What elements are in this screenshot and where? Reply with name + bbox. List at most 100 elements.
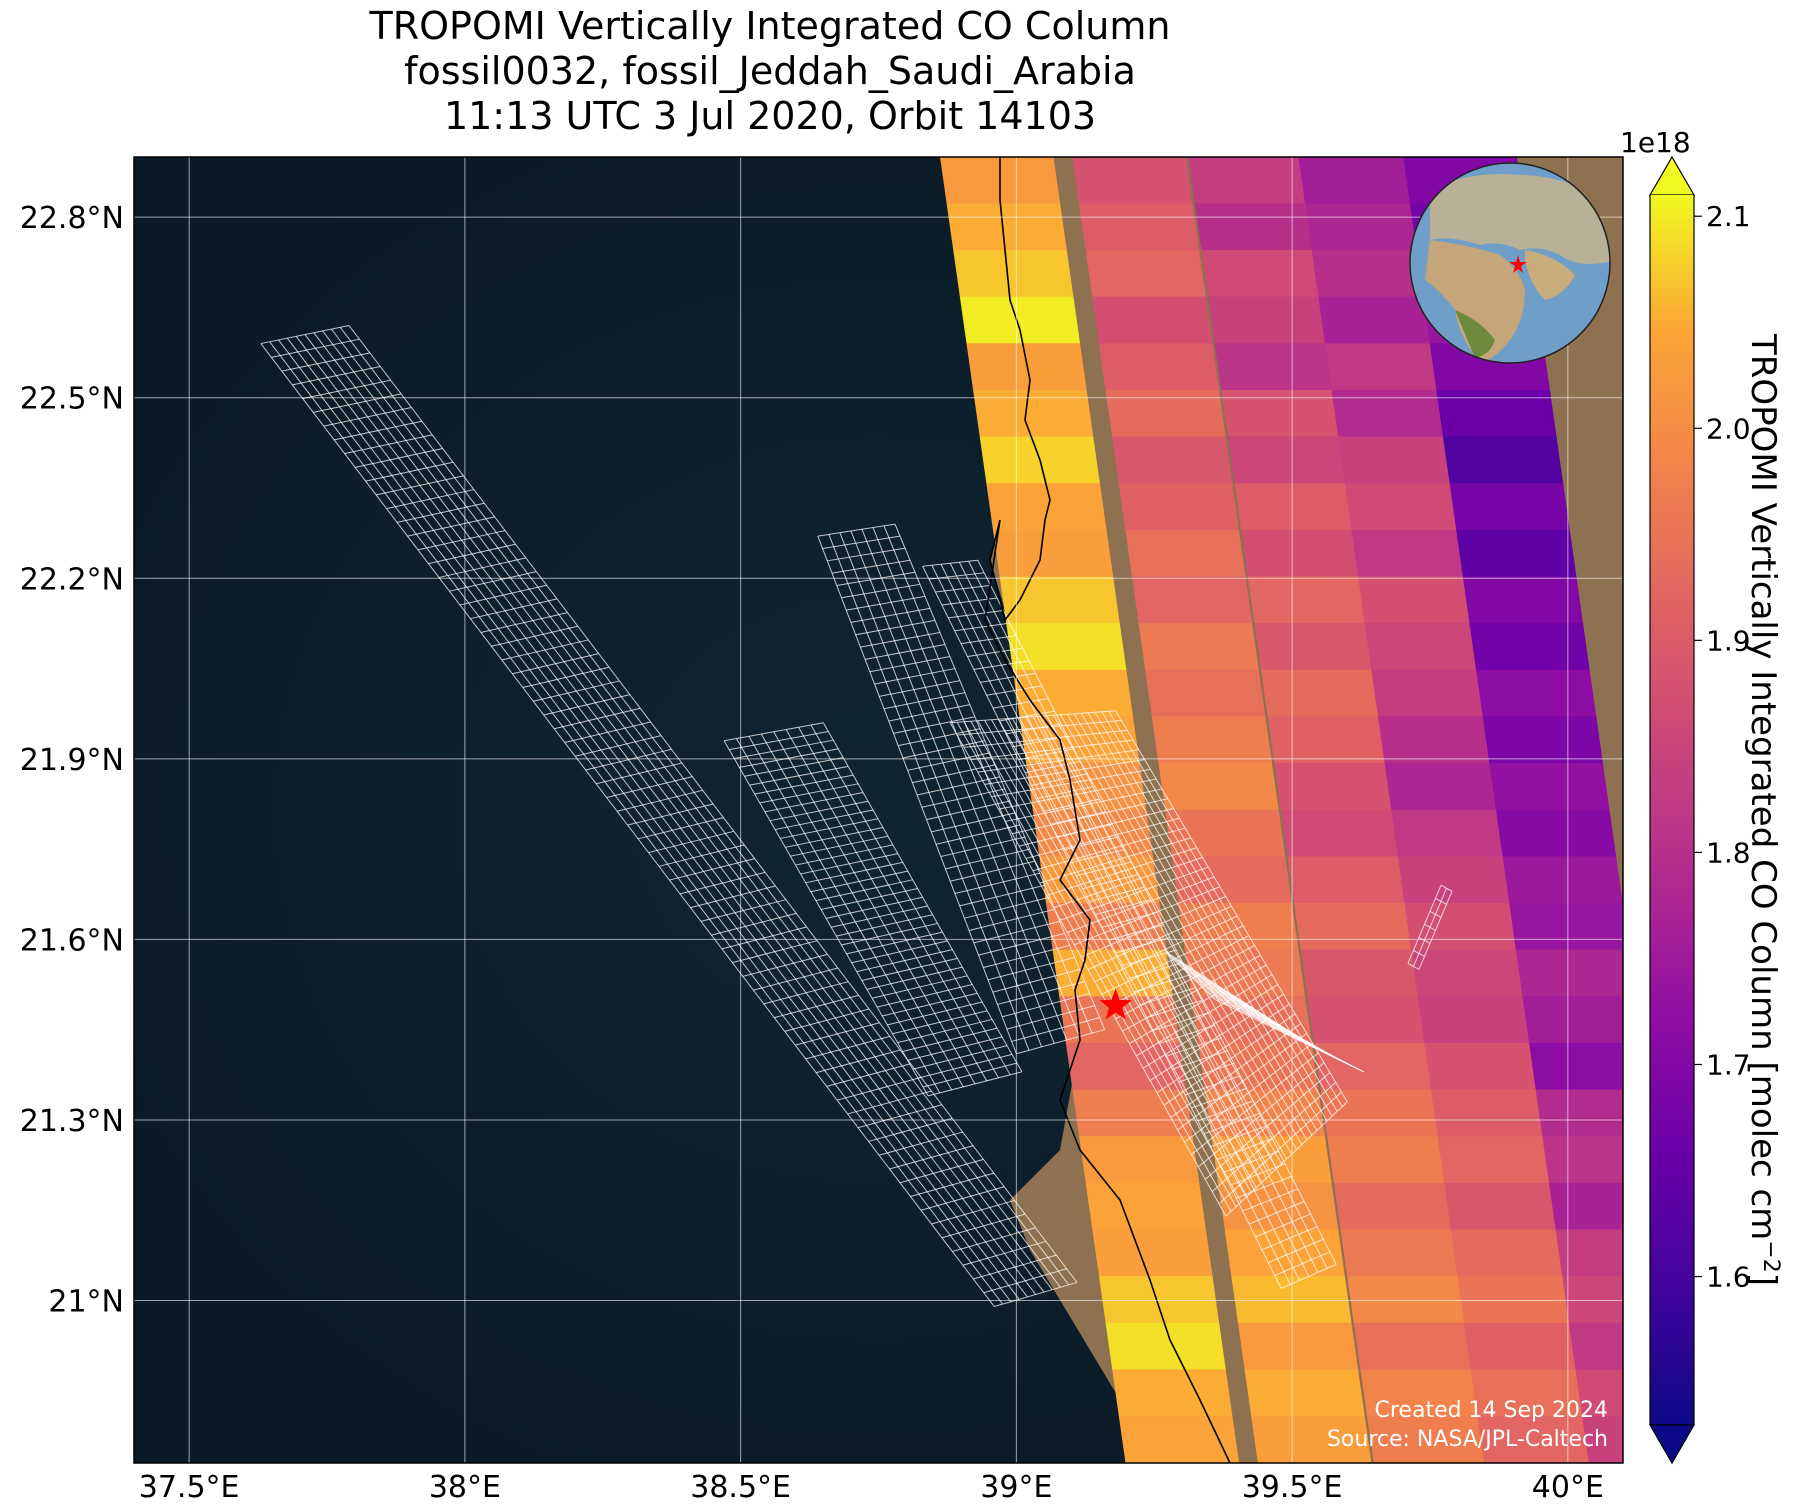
swath-pixel (999, 576, 1120, 624)
swath-pixel (1194, 203, 1316, 251)
title-line-1: TROPOMI Vertically Integrated CO Column (369, 4, 1171, 48)
title-line-2: fossil0032, fossil_Jeddah_Saudi_Arabia (404, 49, 1136, 93)
swath-pixel (1085, 1182, 1206, 1231)
swath-pixel (1449, 483, 1570, 531)
swath-pixel (1522, 996, 1623, 1044)
swath-pixel (1307, 996, 1428, 1044)
swath-pixel (1437, 1136, 1558, 1184)
swath-pixel (986, 483, 1107, 531)
swath-pixel (1208, 296, 1329, 344)
swath-pixel (1457, 1276, 1578, 1324)
footprint-grid-3 (817, 523, 1106, 1055)
colorbar-tick-label: 1.7 (1706, 1048, 1751, 1081)
swath-pixel (1171, 856, 1292, 904)
swath-pixel (1568, 1322, 1623, 1370)
lat-tick-label: 21.9°N (20, 743, 124, 778)
colorbar-tick-label: 1.9 (1706, 624, 1751, 657)
swath-pixel (1424, 1042, 1545, 1091)
swath-pixel (1298, 157, 1419, 204)
footprint-grid-5 (949, 710, 1348, 1217)
swath-pixel (1417, 996, 1538, 1044)
swath-pixel (1340, 1229, 1461, 1277)
swath-pixel (1012, 669, 1134, 717)
swath-pixel (973, 389, 1094, 438)
lat-tick-label: 22.5°N (20, 382, 124, 417)
swath-pixel (1131, 576, 1253, 624)
swath-pixel (1254, 623, 1375, 671)
swath-pixel (1227, 436, 1349, 484)
swath-pixel (1085, 250, 1206, 298)
swath-pixel (1214, 343, 1335, 391)
map-frame (133, 156, 1624, 1464)
swath-pixel (1006, 623, 1127, 671)
lon-tick-label: 39.5°E (1242, 1470, 1343, 1505)
swath-pixel (1562, 1276, 1623, 1324)
swath-pixel (1098, 343, 1220, 391)
swath-pixel (1476, 669, 1597, 717)
lat-tick-label: 21.6°N (20, 923, 124, 958)
swath-pixel (1450, 1229, 1572, 1277)
swath-pixel (1391, 809, 1512, 857)
inset-globe (1409, 162, 1611, 364)
swath-pixel (1294, 903, 1415, 951)
lon-tick-label: 38°E (429, 1470, 501, 1505)
swath-pixel (1502, 856, 1623, 904)
swath-pixel (1078, 203, 1200, 251)
swath-pixel (1125, 529, 1246, 578)
swath-pixel (1105, 389, 1226, 438)
swath-pixel (1367, 1416, 1488, 1463)
colorbar-tick-label: 2.0 (1706, 412, 1751, 445)
footprint-grid-6 (1164, 951, 1365, 1073)
swath-pixel (1092, 296, 1213, 344)
swath-pixel (1241, 529, 1362, 578)
swath-pixel (1515, 949, 1623, 997)
swath-pixel (1098, 1276, 1220, 1324)
swath-pixel (1371, 669, 1492, 717)
swath-pixel (1489, 763, 1610, 811)
swath-pixel (1351, 529, 1472, 578)
lon-tick-label: 37.5°E (139, 1470, 240, 1505)
swath-pixel (1072, 157, 1193, 204)
lon-tick-label: 38.5°E (690, 1470, 791, 1505)
swath-pixel (1436, 389, 1557, 438)
swath-pixel (1267, 716, 1388, 764)
swath-pixel (1333, 1182, 1455, 1231)
target-site-layer (1099, 988, 1132, 1020)
swath-pixel (1444, 1182, 1565, 1231)
swath-pixel (1464, 1322, 1585, 1370)
swath-pixel (1247, 576, 1369, 624)
title-line-3: 11:13 UTC 3 Jul 2020, Orbit 14103 (443, 94, 1097, 138)
swath-pixel (1118, 483, 1239, 531)
swath-pixel (1300, 949, 1422, 997)
sounding-footprint-grids (260, 325, 1453, 1308)
swath-pixel (1338, 436, 1459, 484)
swath-pixel (959, 296, 1081, 344)
swath-pixel (1353, 1322, 1475, 1370)
target-site-star (1099, 988, 1132, 1020)
swath-pixel (1145, 669, 1266, 717)
colorbar: 1.6 1.7 1.8 1.9 2.0 2.1 1e18 TROPOMI Vertical… (1620, 126, 1783, 1465)
swath-pixel (1469, 623, 1590, 671)
swath-pixel (1234, 483, 1355, 531)
swath-pixel (1105, 1322, 1226, 1370)
swath-pixel (992, 529, 1114, 578)
footprint-grid-2 (723, 722, 1023, 1097)
swath-pixel (1404, 903, 1525, 951)
swath-pixel (1347, 1276, 1468, 1324)
swath-pixel (1065, 1042, 1187, 1091)
map-panel: Created 14 Sep 2024 Source: NASA/JPL-Cal… (133, 156, 1624, 1464)
lat-tick-label: 21°N (48, 1285, 124, 1320)
lon-tick-labels: 37.5°E 38°E 38.5°E 39°E 39.5°E 40°E (139, 1470, 1604, 1505)
swath-pixel (1314, 1042, 1435, 1091)
swath-pixel (1358, 576, 1479, 624)
footprint-grid-7 (1407, 884, 1453, 970)
swath-pixel (1555, 1229, 1623, 1277)
swath-pixel (1151, 716, 1273, 764)
swath-pixel (1529, 1042, 1623, 1091)
lat-tick-labels: 22.8°N 22.5°N 22.2°N 21.9°N 21.6°N 21.3°… (20, 201, 124, 1319)
swath-pixel (1158, 763, 1279, 811)
lat-tick-label: 21.3°N (20, 1104, 124, 1139)
map-gridlines (134, 157, 1623, 1463)
swath-pixel (1430, 1089, 1552, 1137)
